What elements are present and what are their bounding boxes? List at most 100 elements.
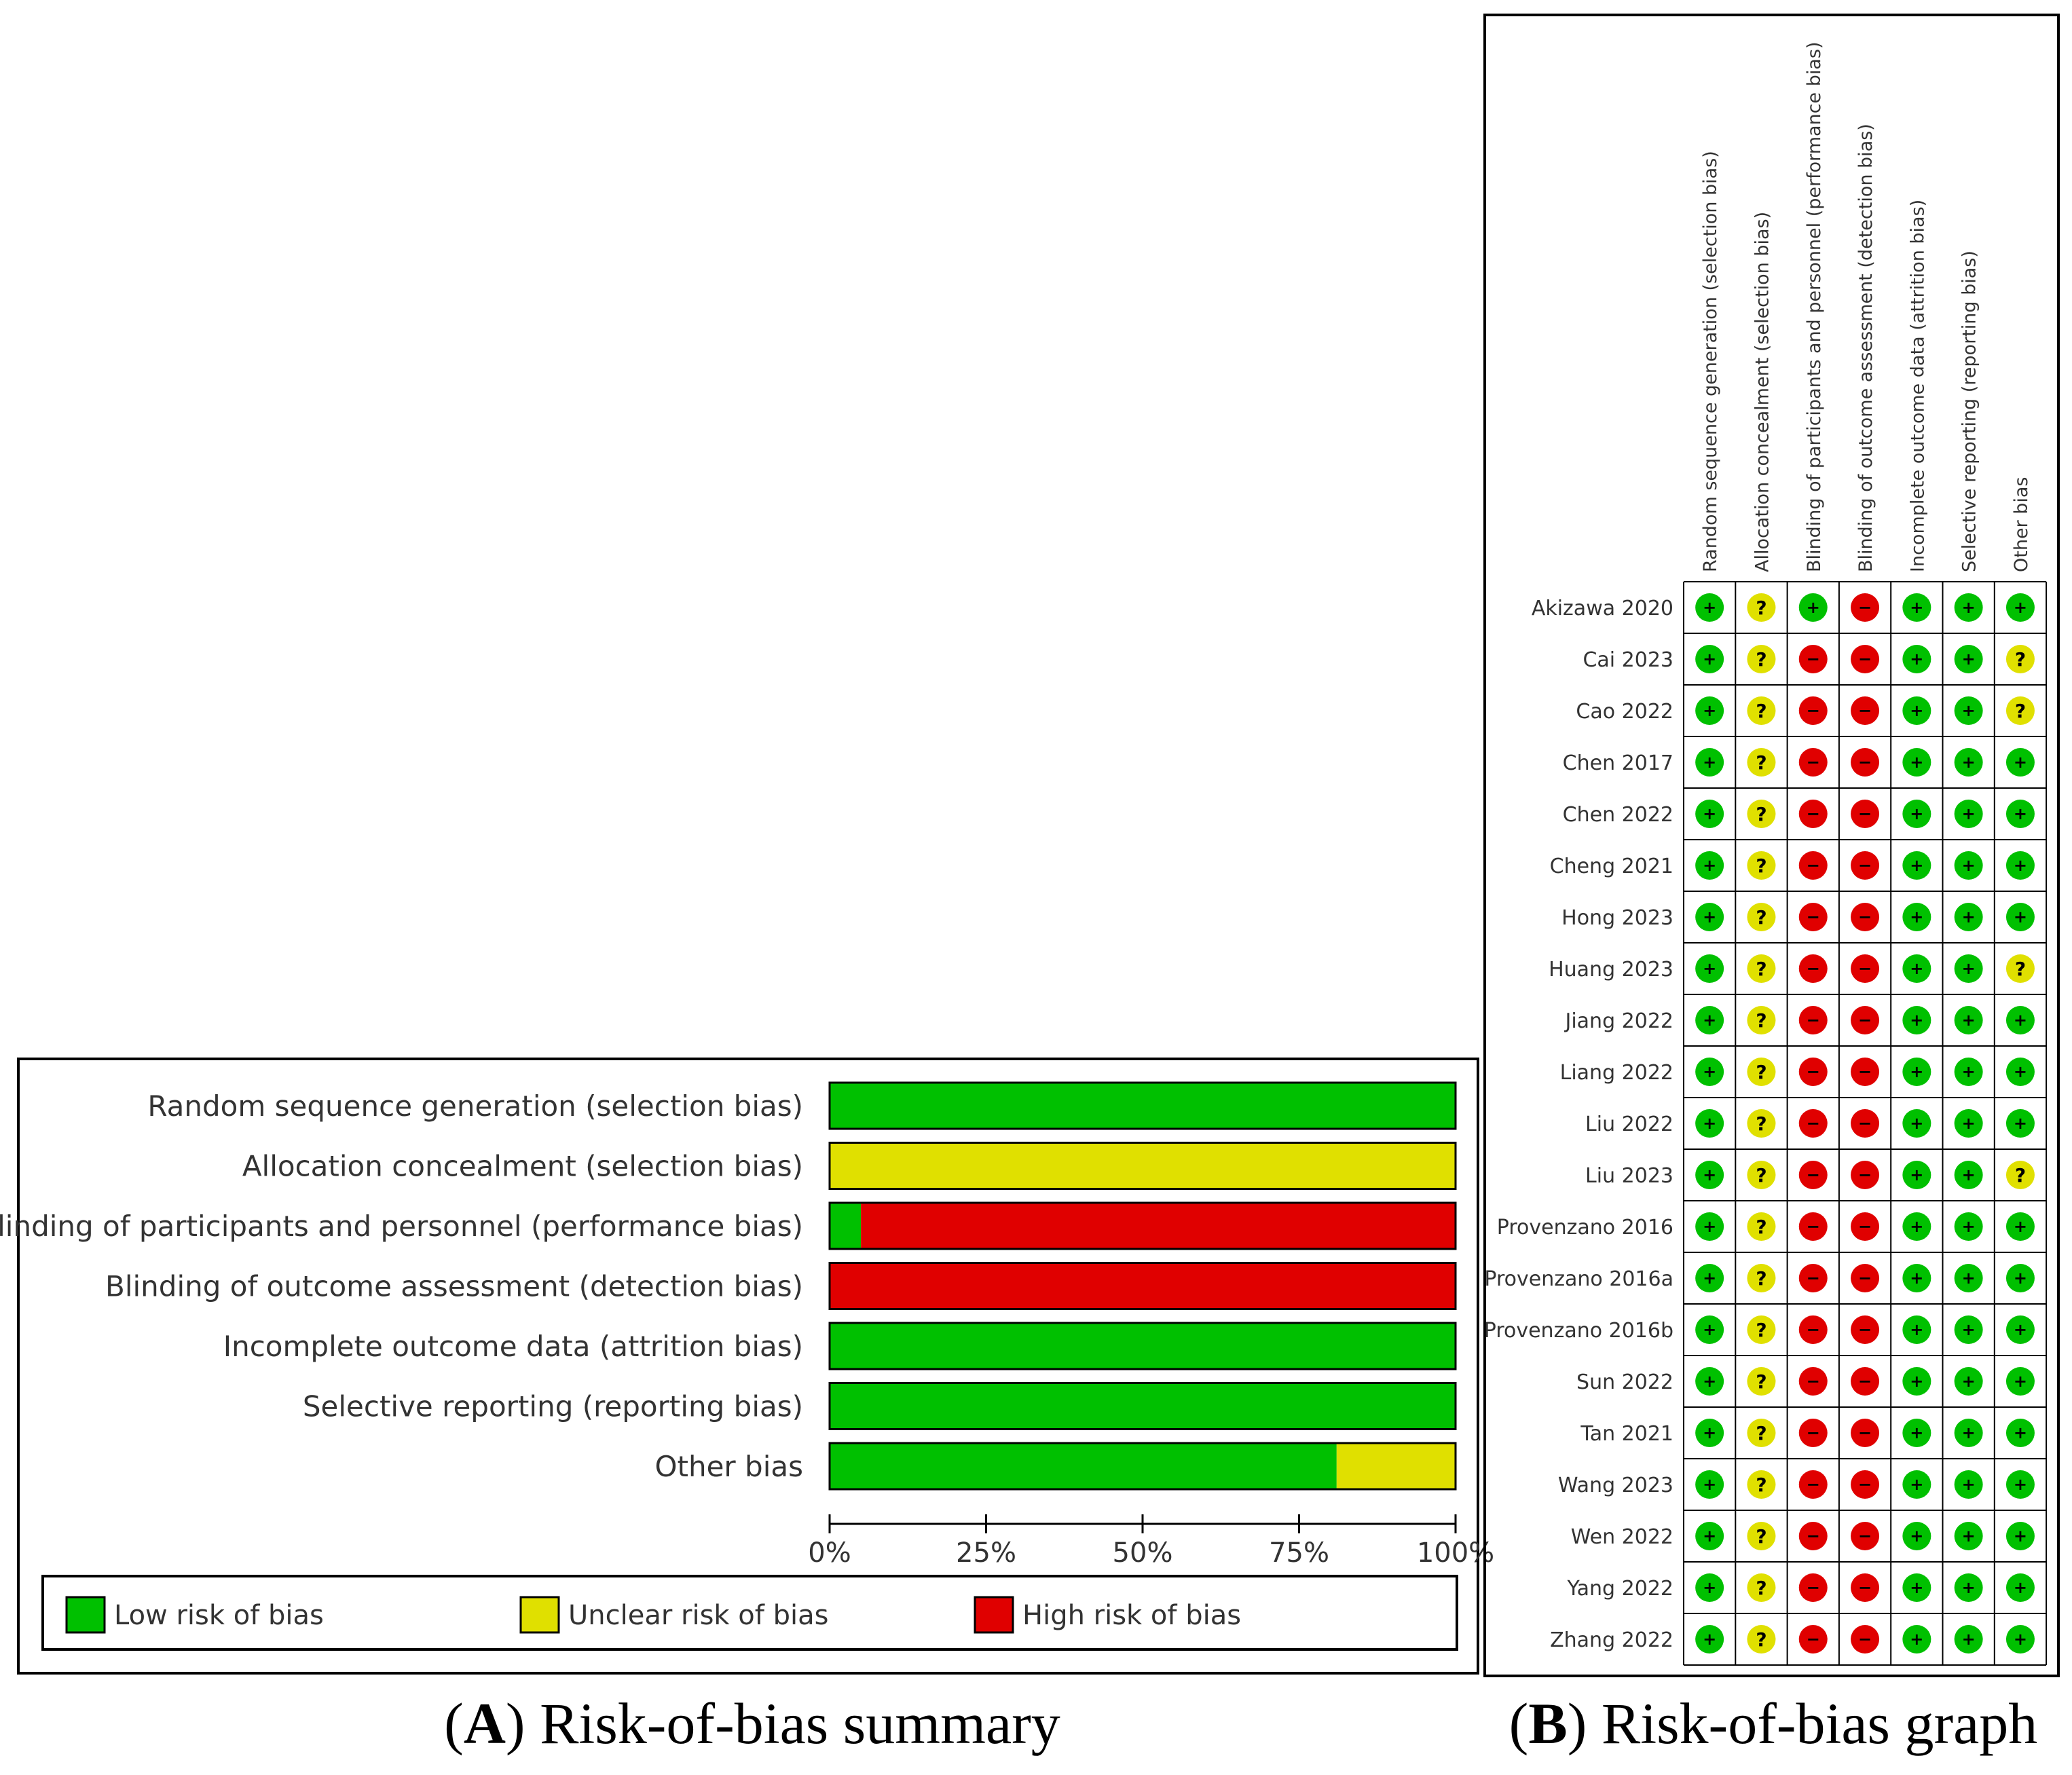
rating-symbol-chen-2022-col4: + [1910,804,1923,823]
column-header-incomplete-outcome-data-attrition-bias: Incomplete outcome data (attrition bias) [1907,200,1928,572]
rating-symbol-sun-2022-col3: − [1858,1372,1872,1391]
study-label-cai-2023: Cai 2023 [1583,648,1673,672]
bar-segment-blinding-of-outcome-assessment-detection-bias-high-risk-of-bias [830,1263,1456,1309]
rating-mark-liang-2022-col6-low [2005,1058,2035,1086]
rating-symbol-provenzano-2016a-col5: + [1962,1269,1976,1288]
rating-symbol-tan-2021-col1: ? [1756,1422,1766,1444]
study-label-akizawa-2020: Akizawa 2020 [1532,597,1673,620]
rating-mark-provenzano-2016a-col5-low [1954,1264,1983,1292]
legend-high-swatch [974,1596,1014,1634]
rating-mark-liu-2022-col6-low [2005,1109,2035,1138]
rating-symbol-akizawa-2020-col5: + [1962,598,1976,617]
rating-mark-huang-2023-col4-low [1902,954,1931,983]
rating-mark-provenzano-2016b-col4-low [1902,1315,1931,1344]
bar-segment-blinding-of-participants-and-personnel-performance-bias-low-risk-of-bias [830,1203,862,1249]
rating-symbol-yang-2022-col2: − [1807,1578,1820,1597]
rating-symbol-cheng-2021-col4: + [1910,856,1923,875]
study-label-cao-2022: Cao 2022 [1576,700,1673,724]
rating-mark-provenzano-2016-col1-unclear [1747,1212,1776,1241]
rating-mark-jiang-2022-col3-high [1851,1006,1880,1034]
rating-symbol-jiang-2022-col3: − [1858,1011,1872,1030]
bar-segment-other-bias-low-risk-of-bias [830,1443,1337,1489]
rating-mark-zhang-2022-col1-unclear [1747,1625,1776,1653]
rating-mark-provenzano-2016b-col6-low [2005,1315,2035,1344]
rating-mark-liu-2023-col1-unclear [1747,1161,1776,1189]
rating-mark-chen-2017-col1-unclear [1747,748,1776,777]
rating-mark-zhang-2022-col5-low [1954,1625,1983,1653]
rating-symbol-hong-2023-col5: + [1962,908,1976,927]
column-header-allocation-concealment-selection-bias: Allocation concealment (selection bias) [1752,212,1773,572]
rating-mark-zhang-2022-col0-low [1695,1625,1724,1653]
rating-mark-zhang-2022-col3-high [1851,1625,1880,1653]
rating-mark-huang-2023-col3-high [1851,954,1880,983]
rating-mark-jiang-2022-col5-low [1954,1006,1983,1034]
study-label-jiang-2022: Jiang 2022 [1564,1009,1673,1033]
rating-symbol-cheng-2021-col3: − [1858,856,1872,875]
rating-symbol-sun-2022-col4: + [1910,1372,1923,1391]
rating-symbol-wang-2023-col4: + [1910,1475,1923,1494]
rating-symbol-liu-2022-col0: + [1703,1114,1716,1133]
rating-symbol-liu-2022-col6: + [2014,1114,2027,1133]
rating-symbol-jiang-2022-col4: + [1910,1011,1923,1030]
rating-symbol-yang-2022-col1: ? [1756,1577,1766,1599]
rating-symbol-huang-2023-col6: ? [2015,958,2026,980]
rating-mark-liu-2023-col2-high [1798,1161,1828,1189]
rating-mark-huang-2023-col1-unclear [1747,954,1776,983]
rating-symbol-chen-2022-col1: ? [1756,803,1766,825]
rating-mark-chen-2022-col2-high [1798,800,1828,828]
rating-mark-tan-2021-col2-high [1798,1419,1828,1447]
rating-mark-wang-2023-col4-low [1902,1470,1931,1499]
x-tick-label-2: 50% [1113,1537,1173,1569]
rating-mark-akizawa-2020-col5-low [1954,593,1983,622]
rating-symbol-cao-2022-col0: + [1703,701,1716,720]
rating-mark-cao-2022-col5-low [1954,696,1983,725]
rating-mark-tan-2021-col5-low [1954,1419,1983,1447]
rating-symbol-provenzano-2016b-col2: − [1807,1320,1820,1339]
rating-symbol-chen-2022-col6: + [2014,804,2027,823]
panel-a-category-labels: Random sequence generation (selection bi… [0,1089,803,1483]
rating-mark-sun-2022-col2-high [1798,1367,1828,1396]
category-label-incomplete-outcome-data-attrition-bias: Incomplete outcome data (attrition bias) [223,1330,803,1363]
panel-a-x-axis: 0% 25% 50% 75% 100% [808,1514,1494,1569]
rating-symbol-cao-2022-col1: ? [1756,700,1766,722]
study-label-provenzano-2016: Provenzano 2016 [1497,1216,1673,1239]
rating-symbol-tan-2021-col6: + [2014,1423,2027,1442]
rating-mark-hong-2023-col5-low [1954,903,1983,931]
rating-mark-akizawa-2020-col6-low [2005,593,2035,622]
rating-symbol-liu-2023-col0: + [1703,1165,1716,1184]
rating-mark-akizawa-2020-col2-low [1798,593,1828,622]
study-label-hong-2023: Hong 2023 [1561,906,1673,930]
rating-symbol-cao-2022-col6: ? [2015,700,2026,722]
rating-symbol-provenzano-2016-col3: − [1858,1217,1872,1236]
rating-mark-akizawa-2020-col0-low [1695,593,1724,622]
rating-symbol-akizawa-2020-col4: + [1910,598,1923,617]
rating-symbol-provenzano-2016-col4: + [1910,1217,1923,1236]
legend-unclear-swatch [519,1596,560,1634]
rating-mark-wang-2023-col0-low [1695,1470,1724,1499]
rating-symbol-zhang-2022-col0: + [1703,1630,1716,1649]
rating-symbol-sun-2022-col6: + [2014,1372,2027,1391]
rating-symbol-liang-2022-col1: ? [1756,1061,1766,1083]
rating-symbol-provenzano-2016-col1: ? [1756,1216,1766,1238]
bar-outline-blinding-of-outcome-assessment-detection-bias [828,1262,1457,1310]
rating-mark-cai-2023-col0-low [1695,645,1724,673]
rating-symbol-wen-2022-col1: ? [1756,1525,1766,1548]
rating-mark-jiang-2022-col6-low [2005,1006,2035,1034]
rating-symbol-wang-2023-col3: − [1858,1475,1872,1494]
rating-mark-yang-2022-col0-low [1695,1573,1724,1602]
study-label-sun-2022: Sun 2022 [1576,1370,1673,1394]
column-header-other-bias: Other bias [2011,477,2032,573]
rating-symbol-provenzano-2016b-col0: + [1703,1320,1716,1339]
rating-symbol-wen-2022-col6: + [2014,1527,2027,1546]
rating-symbol-cai-2023-col1: ? [1756,648,1766,671]
rating-mark-sun-2022-col6-low [2005,1367,2035,1396]
rating-symbol-chen-2017-col1: ? [1756,751,1766,774]
rating-symbol-liu-2023-col4: + [1910,1165,1923,1184]
rating-symbol-cai-2023-col4: + [1910,650,1923,669]
rating-symbol-liu-2022-col5: + [1962,1114,1976,1133]
rating-mark-tan-2021-col6-low [2005,1419,2035,1447]
panel-b-frame [1483,14,2060,1677]
rating-symbol-chen-2022-col5: + [1962,804,1976,823]
panel-a-bars [828,1081,1457,1491]
rating-mark-wang-2023-col2-high [1798,1470,1828,1499]
